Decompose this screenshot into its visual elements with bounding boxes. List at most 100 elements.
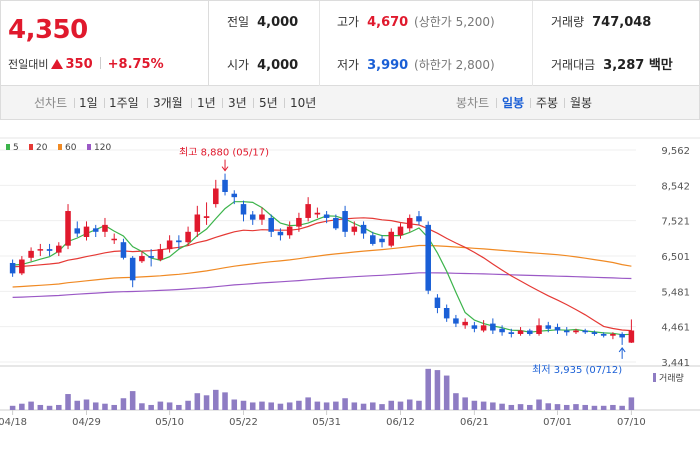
- volume-bar: [351, 402, 358, 410]
- candle: [619, 333, 625, 338]
- candle: [600, 333, 607, 336]
- volume-bar: [240, 400, 247, 410]
- candle: [46, 249, 53, 251]
- range-10y-button[interactable]: 10년: [290, 96, 317, 110]
- volume-legend-swatch: [653, 373, 656, 382]
- volume-bar: [573, 404, 579, 410]
- ma-line: [12, 244, 632, 288]
- legend-label: 5: [13, 143, 19, 153]
- volume-bar: [397, 401, 404, 410]
- quote-fields: 전일 4,000 고가 4,670 (상한가 5,200) 거래량 747,048 시…: [209, 1, 700, 87]
- range-5y-button[interactable]: 5년: [259, 96, 278, 110]
- x-tick-label: 04/29: [72, 417, 101, 428]
- amount-label: 거래대금: [551, 58, 596, 72]
- candle: [213, 188, 219, 205]
- range-3y-button[interactable]: 3년: [228, 96, 247, 110]
- trading-amount: 거래대금 3,287 백만: [551, 44, 673, 87]
- volume-bar: [213, 389, 219, 410]
- divider: [222, 98, 223, 108]
- candle: [453, 318, 459, 324]
- candle: [314, 212, 321, 215]
- candle: [166, 240, 173, 250]
- y-tick-label: 9,562: [661, 146, 690, 157]
- amount-value: 3,287 백만: [603, 58, 673, 73]
- volume-bar: [176, 404, 182, 410]
- stock-chart[interactable]: 5 20 60 120 9,562 8,542 7,521 6,501 5,481 4,461 3…: [0, 120, 700, 450]
- candle: [120, 242, 127, 258]
- high-value: 4,670: [367, 15, 409, 30]
- volume-bar: [194, 393, 201, 410]
- legend-swatch: [6, 144, 10, 150]
- quote-panel: 4,350 전일대비 350 +8.75% 전일 4,000 고가 4,670 (상한가…: [0, 0, 700, 87]
- legend-swatch: [29, 144, 33, 150]
- candle: [259, 214, 265, 220]
- volume-bar: [370, 402, 376, 410]
- candle: [360, 224, 367, 234]
- candle: [231, 193, 238, 198]
- legend-label: 60: [65, 143, 77, 153]
- x-tick-label: 04/18: [0, 417, 27, 428]
- x-tick-label: 06/21: [460, 417, 489, 428]
- candle: [65, 211, 71, 246]
- volume-bar: [92, 402, 99, 410]
- divider: [284, 98, 285, 108]
- range-1y-button[interactable]: 1년: [197, 96, 216, 110]
- candle: [379, 238, 385, 243]
- y-tick-label: 8,542: [661, 181, 690, 192]
- volume-bar: [517, 404, 524, 410]
- annotations: 최고 8,880 (05/17) 최저 3,935 (07/12): [179, 147, 626, 376]
- volume-legend-label: 거래량: [659, 372, 684, 384]
- range-1w-button[interactable]: 1주일: [109, 96, 139, 110]
- high: 고가 4,670 (상한가 5,200): [337, 1, 495, 44]
- range-1d-button[interactable]: 1일: [79, 96, 98, 110]
- volume-bar: [166, 402, 173, 410]
- current-price: 4,350: [8, 15, 88, 45]
- price-change: 전일대비 350 +8.75%: [8, 56, 164, 72]
- volume-bar: [333, 401, 339, 410]
- candle: [573, 330, 579, 333]
- low-arrow-icon: [618, 347, 626, 353]
- weekly-candle-button[interactable]: 주봉: [536, 96, 559, 110]
- candle: [194, 214, 201, 232]
- candle: [249, 214, 256, 220]
- volume-bar: [388, 400, 395, 410]
- volume-bar: [490, 402, 496, 410]
- x-axis-labels: 04/18 04/29 05/10 05/22 05/31 06/12 06/21 07/01…: [0, 410, 646, 428]
- volume-bar: [554, 404, 561, 410]
- candle: [370, 235, 376, 244]
- candle: [323, 214, 330, 218]
- volume-bar: [46, 405, 53, 410]
- chart-svg: 5 20 60 120 9,562 8,542 7,521 6,501 5,481 4,461 3…: [0, 137, 700, 428]
- divider: [253, 98, 254, 108]
- candle: [111, 238, 117, 241]
- candle: [102, 224, 108, 232]
- candle: [406, 217, 413, 229]
- volume-bar: [628, 397, 635, 410]
- candle: [277, 231, 284, 236]
- volume-label: 거래량: [551, 15, 585, 29]
- y-tick-label: 5,481: [661, 287, 690, 298]
- volume-bar: [563, 404, 570, 410]
- monthly-candle-button[interactable]: 월봉: [570, 96, 593, 110]
- divider: [74, 98, 75, 108]
- volume-bar: [314, 401, 321, 410]
- range-3m-button[interactable]: 3개월: [153, 96, 183, 110]
- ma-legend: 5 20 60 120: [6, 143, 111, 153]
- x-tick-label: 06/12: [386, 417, 415, 428]
- volume-bar: [9, 405, 16, 410]
- quote-row-1: 전일 4,000 고가 4,670 (상한가 5,200) 거래량 747,048: [209, 1, 700, 44]
- candle: [185, 231, 191, 243]
- volume-bar: [231, 399, 238, 410]
- daily-candle-button[interactable]: 일봉: [502, 96, 525, 110]
- legend-label: 20: [36, 143, 48, 153]
- volume-bar: [443, 375, 450, 410]
- volume-bar: [323, 402, 330, 410]
- candle: [508, 332, 515, 334]
- volume-bar: [249, 402, 256, 410]
- candle: [176, 240, 182, 243]
- volume-bar: [425, 368, 431, 410]
- y-tick-label: 4,461: [661, 323, 690, 334]
- volume-bar: [102, 403, 108, 410]
- volume-bar: [360, 403, 367, 410]
- volume-bar: [259, 401, 265, 410]
